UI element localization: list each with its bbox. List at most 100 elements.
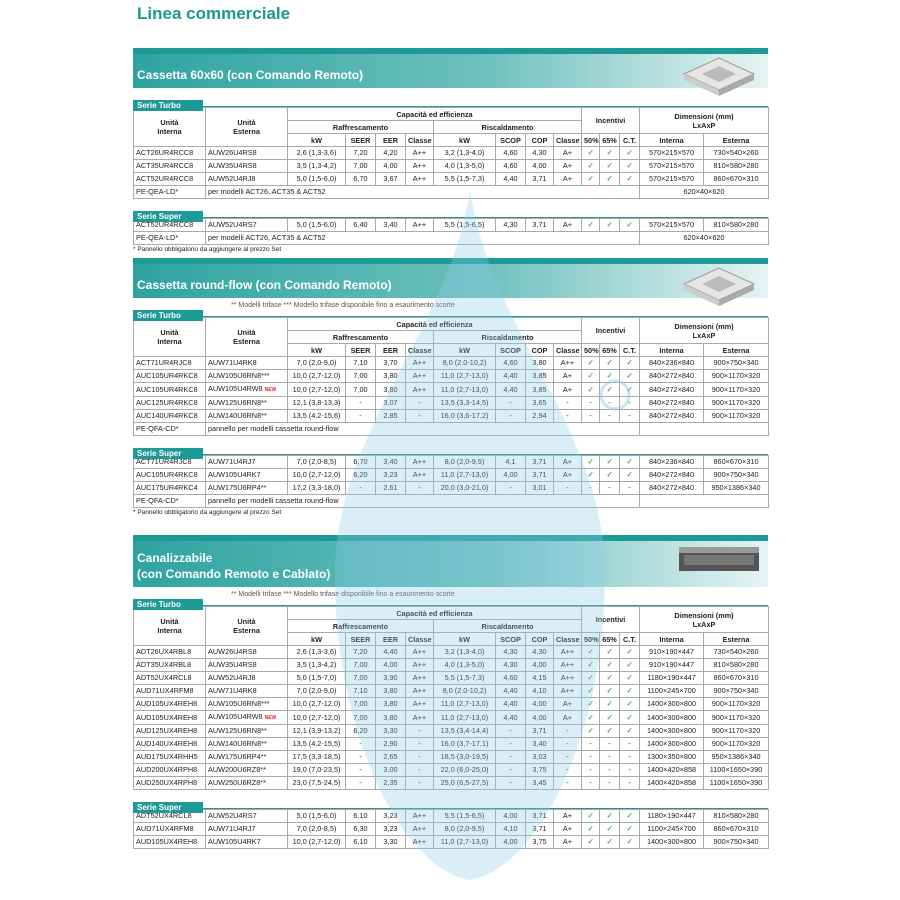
cell: ✓ bbox=[581, 369, 600, 383]
cell: 7,00 bbox=[345, 658, 376, 672]
cell: AUD175UX4RHH5 bbox=[133, 750, 206, 764]
cell: - bbox=[405, 750, 434, 764]
cell: - bbox=[553, 481, 582, 495]
header-row: kW SEER EER Classe kW SCOP COP Classe 50% 65% C.T.… bbox=[134, 343, 770, 357]
cell: - bbox=[495, 409, 526, 423]
cell: per modelli ACT26, ACT35 & ACT52 bbox=[204, 185, 641, 199]
cell: ✓ bbox=[619, 468, 640, 482]
cell: - bbox=[405, 776, 434, 790]
cell: A+ bbox=[553, 382, 582, 397]
cell: 900×750×340 bbox=[703, 468, 769, 482]
column-header: Raffrescamento bbox=[287, 330, 434, 344]
cell: 7,00 bbox=[345, 710, 376, 725]
cell: A+ bbox=[553, 218, 582, 232]
cell: 3,90 bbox=[375, 671, 406, 685]
cell: 3,30 bbox=[375, 835, 406, 849]
series-header: Serie Super bbox=[133, 206, 768, 222]
cell: 620×40×620 bbox=[639, 185, 770, 199]
cell: 840×272×840 bbox=[639, 409, 705, 423]
cell: 5,0 (1,5-7,0) bbox=[287, 671, 346, 685]
cell: - bbox=[553, 776, 582, 790]
cell: 1300×350×800 bbox=[639, 750, 705, 764]
cell: 3,71 bbox=[525, 809, 554, 823]
cell: 840×272×840 bbox=[639, 382, 705, 397]
cell: 8,0 (2,0-9,5) bbox=[433, 455, 496, 469]
cell: 810×580×280 bbox=[703, 159, 770, 173]
column-header: C.T. bbox=[618, 133, 641, 147]
cell: 810×580×280 bbox=[703, 218, 769, 232]
cell: ✓ bbox=[581, 159, 600, 173]
cell: AUW52U4RS7 bbox=[205, 809, 288, 823]
cell: 1180×190×447 bbox=[639, 809, 704, 823]
header-row: Raffrescamento Riscaldamento bbox=[134, 120, 769, 134]
cell: ✓ bbox=[618, 172, 641, 186]
spec-table: Unità Interna Unità Esterna Capacità ed ef… bbox=[133, 606, 770, 790]
cell: ✓ bbox=[599, 172, 620, 186]
cell: A++ bbox=[405, 455, 434, 469]
cell: pannello per modelli cassetta round-flow bbox=[204, 422, 641, 436]
cell: 4,0 (1,3-5,0) bbox=[433, 658, 496, 672]
cell: A++ bbox=[405, 645, 434, 659]
spec-table: ACT52UR4RCC8 AUW52U4RS7 5,0 (1,5-6,0) 6,40 3… bbox=[133, 218, 769, 245]
series-header: Serie Turbo bbox=[133, 95, 768, 111]
cell: 1400×300×800 bbox=[639, 737, 705, 751]
cell: ✓ bbox=[581, 835, 600, 849]
cell: 2,90 bbox=[375, 737, 406, 751]
cell: - bbox=[618, 737, 641, 751]
cell: 900×1170×320 bbox=[703, 737, 770, 751]
cell: 3,01 bbox=[525, 481, 554, 495]
cell: 5,0 (1,5-6,0) bbox=[287, 218, 346, 232]
cell: 13,5 (3,4-14,4) bbox=[433, 724, 496, 738]
cell: 810×580×280 bbox=[703, 809, 769, 823]
cell: - bbox=[405, 737, 434, 751]
cell: 4,10 bbox=[525, 684, 554, 698]
cell: ✓ bbox=[618, 671, 641, 685]
cell: - bbox=[553, 750, 582, 764]
cell: 4,30 bbox=[525, 645, 554, 659]
spec-table: Unità Interna Unità Esterna Capacità ed ef… bbox=[133, 317, 770, 436]
cell: ✓ bbox=[599, 809, 620, 823]
column-header: kW bbox=[287, 343, 346, 357]
cell: 730×540×260 bbox=[703, 645, 770, 659]
data-row: AUC105UR4RKC8 AUW105U4RW8 NEW 10,0 (2,7-12,… bbox=[133, 382, 770, 397]
cell: 13,5 (3,3-14,5) bbox=[433, 396, 496, 410]
cell: AUW125U6RN8** bbox=[205, 724, 288, 738]
cell: ✓ bbox=[599, 835, 620, 849]
cell: AUW250U6RZ8** bbox=[205, 776, 288, 790]
cell: - bbox=[618, 776, 641, 790]
cell: AUW71U4RJ7 bbox=[205, 822, 288, 836]
cell: AUW175U6RP4** bbox=[205, 750, 288, 764]
cell: 25,0 (6,5-27,5) bbox=[433, 776, 496, 790]
cell: ✓ bbox=[581, 356, 600, 370]
cell: 1400×420×858 bbox=[639, 776, 705, 790]
header-row: Raffrescamento Riscaldamento bbox=[134, 619, 769, 633]
cell: 860×670×310 bbox=[703, 822, 769, 836]
cell: 4,00 bbox=[375, 159, 406, 173]
cell: AUW175U6RP4** bbox=[205, 481, 288, 495]
column-header: Capacità ed efficienza bbox=[287, 107, 582, 121]
cell: ✓ bbox=[599, 468, 620, 482]
cell: AUW105U4RK7 bbox=[205, 835, 288, 849]
data-row: AUC105UR4RKC8 AUW105U4RK7 10,0 (2,7-12,0) 6… bbox=[133, 468, 769, 482]
cell: 4,40 bbox=[495, 382, 526, 397]
cell: 16,0 (3,6-17,2) bbox=[433, 409, 496, 423]
cell: A++ bbox=[405, 356, 434, 370]
cell: ✓ bbox=[599, 671, 620, 685]
data-row: AUD125UX4REH8 AUW125U6RN8** 12,1 (3,9-13,2… bbox=[133, 724, 770, 738]
cell: 4,20 bbox=[375, 146, 406, 160]
column-header: kW bbox=[433, 133, 496, 147]
cell: 3,03 bbox=[525, 750, 554, 764]
cell: ✓ bbox=[581, 697, 600, 711]
cell: ✓ bbox=[581, 658, 600, 672]
cell: 3,71 bbox=[525, 455, 554, 469]
cell: AUW52U4RJ8 bbox=[205, 172, 288, 186]
cell: 4,40 bbox=[375, 645, 406, 659]
column-header: Unità Interna bbox=[133, 107, 206, 147]
data-row: AUD71UX4RFM8 AUW71U4RJ7 7,0 (2,0-8,5) 6,30 3… bbox=[133, 822, 769, 836]
cell: 3,2 (1,3-4,0) bbox=[433, 146, 496, 160]
cell: A+ bbox=[553, 710, 582, 725]
cell: 3,40 bbox=[375, 455, 406, 469]
column-header: kW bbox=[433, 632, 496, 646]
cell: ✓ bbox=[581, 684, 600, 698]
cell: - bbox=[581, 763, 600, 777]
